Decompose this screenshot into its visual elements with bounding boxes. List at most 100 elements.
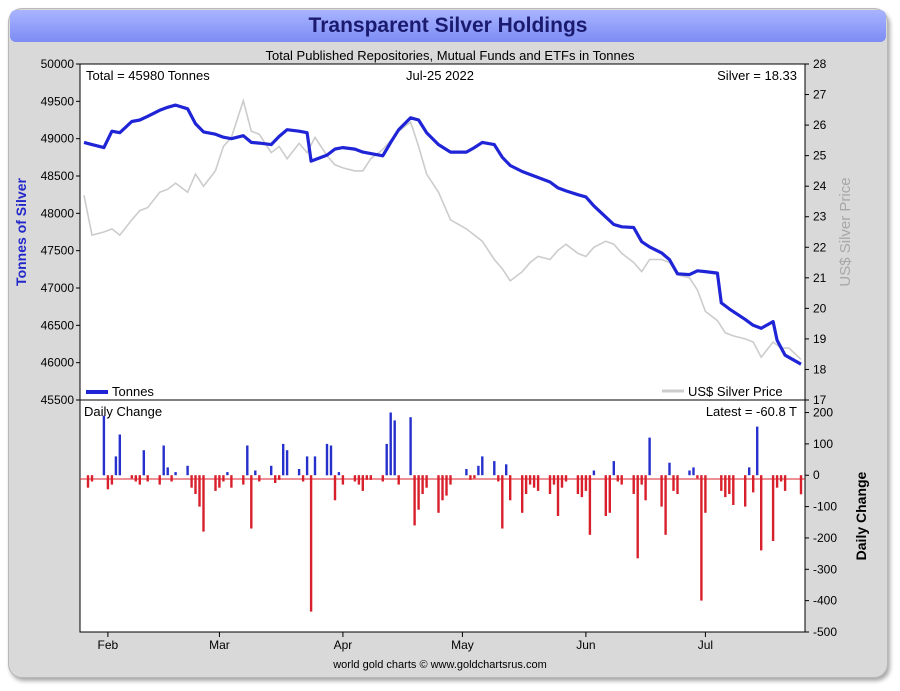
daily-change-bar: [329, 445, 333, 476]
daily-change-bar: [704, 475, 707, 513]
daily-change-bar: [532, 475, 536, 488]
daily-change-bar: [668, 462, 671, 476]
daily-change-bar: [469, 475, 472, 480]
daily-change-bar: [417, 475, 420, 510]
y-left-tick-label: 45500: [41, 393, 75, 407]
daily-change-bar: [230, 475, 233, 488]
y-right-tick-label: 18: [813, 362, 827, 376]
daily-change-bar: [138, 475, 141, 485]
daily-change-bar: [146, 475, 149, 482]
daily-change-bar: [162, 445, 165, 476]
y-right-axis-title: US$ Silver Price: [837, 177, 854, 286]
daily-change-bar: [142, 450, 145, 476]
daily-change-bar: [389, 412, 392, 476]
y-left-tick-label: 47000: [41, 281, 75, 295]
daily-change-bar: [186, 465, 189, 476]
daily-change-panel: [79, 399, 806, 633]
daily-change-bar: [333, 475, 337, 501]
daily-change-bar: [214, 475, 217, 491]
y-left-axis-title: Tonnes of Silver: [13, 178, 29, 286]
daily-change-bar: [134, 475, 137, 482]
daily-change-bar: [170, 475, 173, 482]
daily-change-bar: [202, 475, 205, 532]
daily-change-bar: [477, 465, 480, 476]
x-tick-label: Feb: [98, 638, 119, 652]
daily-change-bar: [700, 475, 703, 601]
daily-change-bar: [676, 475, 679, 494]
daily-change-bar: [616, 475, 619, 482]
daily-change-bar: [242, 475, 245, 485]
date-annotation: Jul-25 2022: [406, 68, 474, 83]
daily-change-bar: [732, 475, 735, 505]
daily-change-bar: [86, 475, 90, 488]
daily-change-bar: [548, 475, 552, 494]
y-right-tick-label: 22: [813, 240, 827, 254]
latest-annotation: Latest = -60.8 T: [706, 404, 797, 419]
x-tick-label: Jul: [698, 638, 713, 652]
y-left-tick-label: 50000: [41, 57, 75, 71]
y-right-tick-label: 25: [813, 149, 827, 163]
y-right-tick-label: 23: [813, 210, 827, 224]
y-right-tick-label: 20: [813, 301, 827, 315]
daily-change-bar: [393, 420, 396, 476]
daily-change-bar: [584, 475, 588, 491]
daily-change-bar: [493, 461, 496, 476]
daily-change-bar: [779, 475, 783, 482]
y-left-tick-label: 47500: [41, 244, 75, 258]
daily-change-bar: [222, 475, 225, 482]
daily-change-bar: [278, 475, 281, 480]
daily-change-bar: [437, 475, 440, 513]
daily-change-bar: [325, 443, 329, 476]
daily-change-bar: [521, 475, 524, 513]
daily-change-bar: [799, 475, 803, 495]
daily-change-bar: [337, 472, 341, 476]
daily-change-bar: [313, 456, 317, 476]
daily-change-bar: [449, 475, 452, 485]
daily-change-bar: [174, 472, 177, 476]
daily-change-bar: [588, 475, 592, 535]
daily-change-bar: [282, 443, 285, 476]
daily-change-bar: [604, 475, 607, 516]
daily-change-bar: [301, 475, 305, 482]
daily-change-bar: [696, 475, 699, 479]
daily-change-bar: [297, 469, 301, 476]
y-right-tick-label: 26: [813, 118, 827, 132]
daily-change-bar: [441, 475, 444, 501]
daily-change-bar: [744, 475, 747, 507]
y-bottom-tick-label: -500: [813, 625, 837, 639]
y-bottom-tick-label: -100: [813, 500, 837, 514]
silver-annotation: Silver = 18.33: [717, 68, 797, 83]
daily-change-bar: [664, 475, 667, 535]
legend-price-label: US$ Silver Price: [688, 384, 783, 399]
daily-change-bar: [481, 456, 484, 476]
daily-change-bar: [190, 475, 193, 488]
daily-change-bar: [720, 475, 723, 491]
y-right-tick-label: 21: [813, 271, 827, 285]
daily-change-bar: [285, 450, 289, 476]
daily-change-bar: [341, 475, 345, 485]
daily-change-bar: [413, 475, 416, 526]
daily-change-bar: [246, 445, 249, 476]
daily-change-bar: [644, 475, 647, 501]
daily-change-bar: [130, 475, 133, 479]
y-bottom-tick-label: 200: [813, 406, 833, 420]
daily-change-bar: [409, 417, 412, 476]
daily-change-bar: [756, 426, 759, 476]
y-left-tick-label: 49000: [41, 132, 75, 146]
daily-change-bar: [309, 475, 313, 612]
daily-change-bar: [552, 475, 556, 485]
daily-change-bar: [365, 475, 368, 480]
daily-change-bar: [660, 475, 663, 507]
daily-change-bar: [445, 475, 448, 496]
axis-ticks: 45500 46000 46500 47000 47500 48000 48500 49000…: [41, 57, 838, 652]
daily-change-bar: [158, 475, 161, 485]
daily-change-bar: [640, 475, 643, 485]
daily-change-bar: [536, 475, 540, 491]
daily-change-bar: [254, 470, 257, 476]
daily-change-label: Daily Change: [84, 404, 162, 419]
source-footer: world gold charts © www.goldchartsrus.co…: [332, 659, 547, 671]
daily-change-bar: [270, 465, 273, 476]
y-bottom-tick-label: -400: [813, 594, 837, 608]
y-left-tick-label: 49500: [41, 94, 75, 108]
